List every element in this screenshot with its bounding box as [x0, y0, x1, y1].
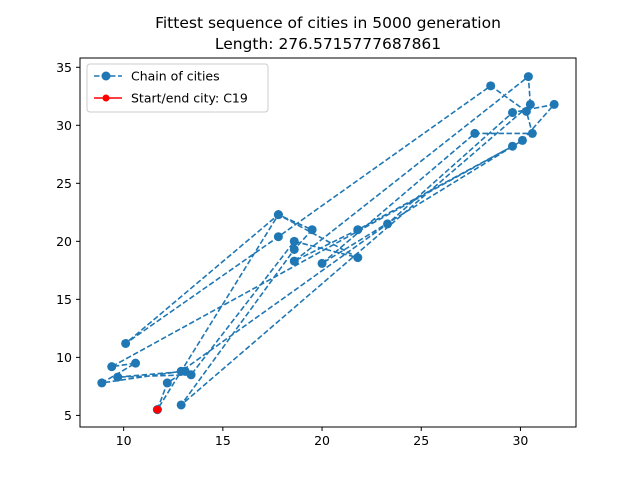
- data-point-s0-19: [176, 366, 186, 376]
- data-point-s0-16: [107, 362, 117, 372]
- x-tick-label-0: 10: [116, 433, 132, 448]
- y-tick-label-0: 5: [64, 408, 72, 423]
- chart-title: Fittest sequence of cities in 5000 gener…: [155, 14, 501, 32]
- plot-area: 10 15 20 25 30 5 10 15 20 25 30 35: [56, 57, 577, 448]
- y-tick-label-5: 30: [56, 118, 72, 133]
- legend-marker-chain: [101, 71, 111, 81]
- data-point-s0-20: [383, 219, 393, 229]
- data-point-s0-3: [113, 372, 123, 382]
- data-point-s0-14: [353, 225, 363, 235]
- legend-box: [86, 63, 269, 113]
- y-tick-label-4: 25: [56, 176, 72, 191]
- x-tick-label-4: 30: [512, 433, 528, 448]
- data-point-s0-25: [470, 128, 480, 138]
- data-point-s0-8: [307, 225, 317, 235]
- data-point-s0-13: [289, 256, 299, 266]
- data-point-s0-10: [176, 400, 186, 410]
- data-point-s0-29: [273, 232, 283, 242]
- data-point-s0-5: [289, 236, 299, 246]
- data-point-s1-0: [153, 405, 162, 414]
- axes-frame: [79, 57, 577, 428]
- data-point-s0-17: [131, 358, 141, 368]
- data-point-s0-4: [186, 370, 196, 380]
- data-point-s0-9: [289, 244, 299, 254]
- legend: Chain of cities Start/end city: C19: [86, 63, 269, 113]
- data-point-s0-12: [523, 72, 533, 82]
- y-tick-label-1: 10: [56, 350, 72, 365]
- data-point-s0-23: [517, 135, 527, 145]
- data-point-s0-26: [527, 128, 537, 138]
- chart-subtitle: Length: 276.5715777687861: [215, 35, 441, 53]
- legend-label-chain: Chain of cities: [131, 69, 220, 84]
- data-point-s0-18: [97, 378, 107, 388]
- data-point-s0-1: [162, 378, 172, 388]
- data-point-s0-11: [525, 99, 535, 109]
- legend-label-start: Start/end city: C19: [131, 91, 248, 106]
- series-line-0: [101, 75, 555, 411]
- x-tick-label-3: 25: [413, 433, 429, 448]
- data-point-s0-28: [486, 81, 496, 91]
- legend-marker-start: [102, 94, 110, 102]
- data-point-s0-22: [549, 99, 559, 109]
- data-point-s0-6: [353, 253, 363, 263]
- x-tick-label-1: 15: [215, 433, 231, 448]
- data-point-s0-24: [317, 258, 327, 268]
- y-tick-label-6: 35: [56, 60, 72, 75]
- data-point-s0-21: [508, 108, 518, 118]
- x-tick-label-2: 20: [314, 433, 330, 448]
- y-tick-label-2: 15: [56, 292, 72, 307]
- data-point-s0-31: [273, 210, 283, 220]
- y-tick-label-3: 20: [56, 234, 72, 249]
- data-point-s0-15: [508, 141, 518, 151]
- data-point-s0-30: [121, 338, 131, 348]
- data-point-s0-27: [521, 106, 531, 116]
